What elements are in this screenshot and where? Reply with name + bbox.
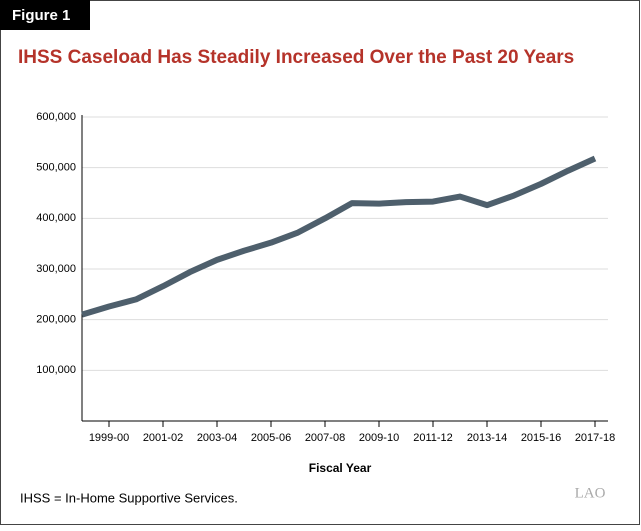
figure-label: Figure 1 [12,7,70,24]
x-tick-label: 2015-16 [521,432,561,444]
x-tick-label: 2013-14 [467,432,507,444]
y-tick-label: 300,000 [36,263,76,275]
y-tick-label: 500,000 [36,162,76,174]
data-line [81,155,597,318]
logo: LAO [575,485,606,501]
figure-label-box [0,0,90,30]
y-tick-label: 200,000 [36,314,76,326]
x-tick-label: 2007-08 [305,432,345,444]
x-tick-label: 2001-02 [143,432,183,444]
y-tick-label: 600,000 [36,111,76,123]
x-tick-label: 2017-18 [575,432,615,444]
x-tick-label: 2009-10 [359,432,399,444]
chart-title: IHSS Caseload Has Steadily Increased Ove… [18,47,574,68]
footnote: IHSS = In-Home Supportive Services. [20,490,238,505]
y-tick-label: 100,000 [36,364,76,376]
x-tick-label: 2011-12 [413,432,453,444]
x-tick-label: 2003-04 [197,432,237,444]
x-axis-label: Fiscal Year [309,461,372,475]
x-tick-label: 2005-06 [251,432,291,444]
x-tick-label: 1999-00 [89,432,129,444]
y-tick-label: 400,000 [36,212,76,224]
